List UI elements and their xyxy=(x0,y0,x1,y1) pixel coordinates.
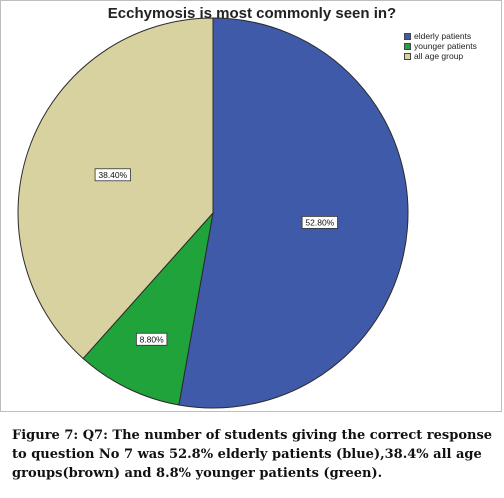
legend-swatch-all-age xyxy=(404,52,411,60)
legend-item-elderly: elderly patients xyxy=(404,31,477,41)
chart-title: Ecchymosis is most commonly seen in? xyxy=(107,5,397,22)
legend-swatch-elderly xyxy=(404,32,411,40)
legend-item-all-age: all age group xyxy=(404,51,477,61)
slice-label-box-elderly xyxy=(301,216,338,229)
slice-label-all-age: 38.40% xyxy=(94,168,131,182)
slice-label-text-elderly: 52.80% xyxy=(305,217,334,227)
legend-label-younger: younger patients xyxy=(414,41,477,51)
slice-label-box-younger xyxy=(135,332,168,346)
chart-legend: elderly patients younger patients all ag… xyxy=(404,31,477,61)
slice-label-text-all-age: 38.40% xyxy=(98,170,127,180)
legend-item-younger: younger patients xyxy=(404,41,477,51)
legend-label-all-age: all age group xyxy=(414,51,464,61)
pie-slice-all-age xyxy=(17,17,214,360)
slice-label-text-younger: 8.80% xyxy=(140,334,165,344)
pie-slice-elderly xyxy=(178,17,409,409)
legend-swatch-younger xyxy=(404,42,411,50)
pie-slice-younger xyxy=(82,211,214,406)
legend-label-elderly: elderly patients xyxy=(414,31,472,41)
slice-label-elderly: 52.80% xyxy=(301,216,338,229)
figure-caption: Figure 7: Q7: The number of students giv… xyxy=(12,428,493,481)
pie-chart: 52.80% 8.80% 38.40% xyxy=(17,17,409,409)
slice-label-box-all-age xyxy=(94,168,131,182)
slice-label-younger: 8.80% xyxy=(135,332,168,346)
